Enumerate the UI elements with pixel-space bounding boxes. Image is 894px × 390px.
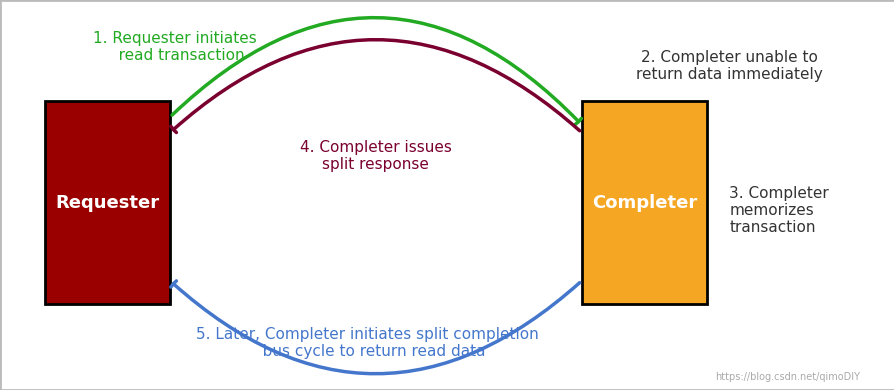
Text: 5. Later, Completer initiates split completion
   bus cycle to return read data: 5. Later, Completer initiates split comp… (196, 327, 537, 360)
Text: 3. Completer
memorizes
transaction: 3. Completer memorizes transaction (729, 186, 828, 236)
Text: https://blog.csdn.net/qimoDIY: https://blog.csdn.net/qimoDIY (714, 372, 859, 382)
FancyBboxPatch shape (581, 101, 706, 304)
Text: Requester: Requester (55, 194, 159, 212)
Text: 1. Requester initiates
   read transaction: 1. Requester initiates read transaction (93, 30, 256, 63)
Text: Completer: Completer (591, 194, 696, 212)
Text: 2. Completer unable to
return data immediately: 2. Completer unable to return data immed… (636, 50, 822, 83)
Text: 4. Completer issues
split response: 4. Completer issues split response (299, 140, 451, 172)
FancyBboxPatch shape (45, 101, 170, 304)
